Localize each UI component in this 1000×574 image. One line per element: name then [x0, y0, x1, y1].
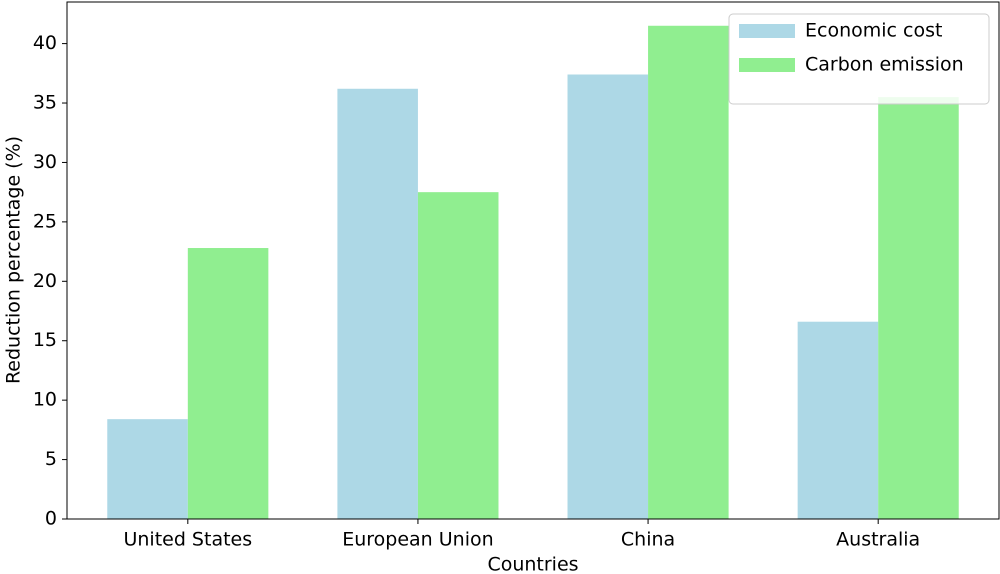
legend-label: Economic cost — [805, 20, 942, 42]
legend-label: Carbon emission — [805, 54, 964, 76]
bar — [797, 321, 879, 519]
x-tick-label: United States — [123, 529, 252, 551]
bar — [337, 88, 418, 519]
y-tick-label: 25 — [33, 210, 57, 232]
x-axis-label: Countries — [487, 554, 578, 574]
y-tick-label: 40 — [33, 32, 57, 54]
y-tick-label: 10 — [33, 389, 57, 411]
y-tick-label: 20 — [33, 270, 57, 292]
y-axis-label: Reduction percentage (%) — [3, 136, 25, 384]
y-tick-label: 35 — [33, 92, 57, 114]
x-tick-label: European Union — [342, 529, 493, 551]
y-tick-label: 0 — [45, 508, 57, 530]
x-tick-label: China — [621, 529, 675, 551]
y-tick-label: 15 — [33, 329, 57, 351]
y-tick-label: 5 — [45, 448, 57, 470]
bar — [567, 74, 649, 520]
x-tick-label: Australia — [836, 529, 920, 551]
legend-swatch — [739, 58, 795, 72]
legend-swatch — [739, 24, 795, 38]
bar — [878, 97, 959, 520]
bar — [648, 25, 729, 520]
bar — [187, 248, 269, 519]
y-tick-label: 30 — [33, 151, 57, 173]
bar — [107, 419, 188, 519]
plot-frame — [66, 1, 1000, 520]
bar — [417, 192, 499, 519]
